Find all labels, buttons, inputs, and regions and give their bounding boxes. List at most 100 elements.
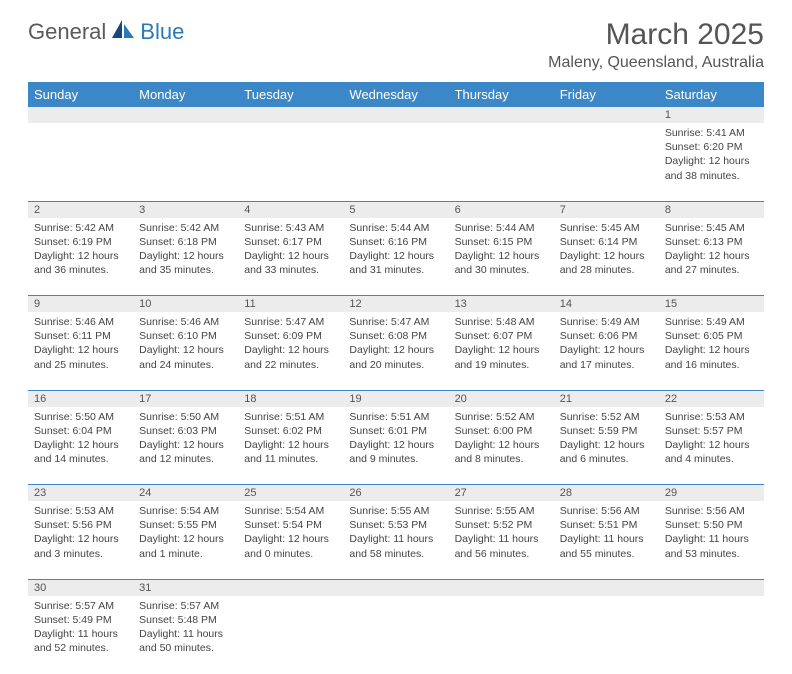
weekday-header: Sunday (28, 82, 133, 107)
day-details: Sunrise: 5:54 AMSunset: 5:55 PMDaylight:… (133, 501, 238, 565)
day-details: Sunrise: 5:47 AMSunset: 6:09 PMDaylight:… (238, 312, 343, 376)
logo-text-blue: Blue (140, 19, 184, 45)
day-number-row: 16171819202122 (28, 390, 764, 407)
day-number-cell: 24 (133, 485, 238, 502)
day-details: Sunrise: 5:55 AMSunset: 5:52 PMDaylight:… (449, 501, 554, 565)
day-detail-cell: Sunrise: 5:43 AMSunset: 6:17 PMDaylight:… (238, 218, 343, 296)
day-detail-cell: Sunrise: 5:41 AMSunset: 6:20 PMDaylight:… (659, 123, 764, 201)
day-detail-cell: Sunrise: 5:46 AMSunset: 6:10 PMDaylight:… (133, 312, 238, 390)
day-number-cell (659, 579, 764, 596)
day-details: Sunrise: 5:44 AMSunset: 6:15 PMDaylight:… (449, 218, 554, 282)
day-details: Sunrise: 5:49 AMSunset: 6:06 PMDaylight:… (554, 312, 659, 376)
day-details: Sunrise: 5:49 AMSunset: 6:05 PMDaylight:… (659, 312, 764, 376)
weekday-header: Wednesday (343, 82, 448, 107)
weekday-header: Tuesday (238, 82, 343, 107)
day-detail-cell (28, 123, 133, 201)
day-number-cell: 2 (28, 201, 133, 218)
day-detail-cell (554, 596, 659, 674)
day-details: Sunrise: 5:44 AMSunset: 6:16 PMDaylight:… (343, 218, 448, 282)
day-number-cell (238, 107, 343, 123)
weekday-header: Friday (554, 82, 659, 107)
day-details: Sunrise: 5:46 AMSunset: 6:10 PMDaylight:… (133, 312, 238, 376)
day-number-cell: 6 (449, 201, 554, 218)
day-detail-cell: Sunrise: 5:44 AMSunset: 6:16 PMDaylight:… (343, 218, 448, 296)
day-detail-cell (554, 123, 659, 201)
day-detail-cell (238, 596, 343, 674)
day-detail-cell: Sunrise: 5:42 AMSunset: 6:18 PMDaylight:… (133, 218, 238, 296)
day-details: Sunrise: 5:45 AMSunset: 6:13 PMDaylight:… (659, 218, 764, 282)
day-number-cell: 20 (449, 390, 554, 407)
day-number-cell (449, 579, 554, 596)
day-detail-cell: Sunrise: 5:49 AMSunset: 6:06 PMDaylight:… (554, 312, 659, 390)
day-number-cell: 10 (133, 296, 238, 313)
day-number-cell: 17 (133, 390, 238, 407)
title-block: March 2025 Maleny, Queensland, Australia (548, 18, 764, 78)
calendar-table: SundayMondayTuesdayWednesdayThursdayFrid… (28, 82, 764, 674)
day-detail-cell: Sunrise: 5:42 AMSunset: 6:19 PMDaylight:… (28, 218, 133, 296)
weekday-header-row: SundayMondayTuesdayWednesdayThursdayFrid… (28, 82, 764, 107)
day-number-cell: 13 (449, 296, 554, 313)
day-details: Sunrise: 5:47 AMSunset: 6:08 PMDaylight:… (343, 312, 448, 376)
day-details: Sunrise: 5:56 AMSunset: 5:50 PMDaylight:… (659, 501, 764, 565)
day-detail-cell: Sunrise: 5:57 AMSunset: 5:49 PMDaylight:… (28, 596, 133, 674)
logo-text-general: General (28, 19, 106, 45)
day-details: Sunrise: 5:57 AMSunset: 5:48 PMDaylight:… (133, 596, 238, 660)
day-number-cell: 21 (554, 390, 659, 407)
header: General Blue March 2025 Maleny, Queensla… (28, 18, 764, 78)
day-details: Sunrise: 5:51 AMSunset: 6:01 PMDaylight:… (343, 407, 448, 471)
day-detail-cell: Sunrise: 5:44 AMSunset: 6:15 PMDaylight:… (449, 218, 554, 296)
location: Maleny, Queensland, Australia (548, 54, 764, 72)
day-details: Sunrise: 5:42 AMSunset: 6:18 PMDaylight:… (133, 218, 238, 282)
day-detail-cell: Sunrise: 5:45 AMSunset: 6:14 PMDaylight:… (554, 218, 659, 296)
day-detail-cell: Sunrise: 5:54 AMSunset: 5:54 PMDaylight:… (238, 501, 343, 579)
day-details: Sunrise: 5:42 AMSunset: 6:19 PMDaylight:… (28, 218, 133, 282)
day-number-cell: 18 (238, 390, 343, 407)
day-number-cell: 1 (659, 107, 764, 123)
day-details: Sunrise: 5:50 AMSunset: 6:03 PMDaylight:… (133, 407, 238, 471)
day-number-row: 9101112131415 (28, 296, 764, 313)
day-detail-cell (449, 596, 554, 674)
day-detail-cell: Sunrise: 5:57 AMSunset: 5:48 PMDaylight:… (133, 596, 238, 674)
day-detail-cell: Sunrise: 5:47 AMSunset: 6:08 PMDaylight:… (343, 312, 448, 390)
day-number-cell: 4 (238, 201, 343, 218)
day-number-cell: 31 (133, 579, 238, 596)
day-details: Sunrise: 5:51 AMSunset: 6:02 PMDaylight:… (238, 407, 343, 471)
day-details: Sunrise: 5:41 AMSunset: 6:20 PMDaylight:… (659, 123, 764, 187)
day-detail-cell: Sunrise: 5:49 AMSunset: 6:05 PMDaylight:… (659, 312, 764, 390)
day-detail-cell: Sunrise: 5:50 AMSunset: 6:04 PMDaylight:… (28, 407, 133, 485)
day-number-cell: 23 (28, 485, 133, 502)
day-details: Sunrise: 5:57 AMSunset: 5:49 PMDaylight:… (28, 596, 133, 660)
day-detail-cell: Sunrise: 5:52 AMSunset: 6:00 PMDaylight:… (449, 407, 554, 485)
day-detail-cell: Sunrise: 5:53 AMSunset: 5:57 PMDaylight:… (659, 407, 764, 485)
page-title: March 2025 (548, 18, 764, 52)
day-number-cell: 27 (449, 485, 554, 502)
day-details: Sunrise: 5:54 AMSunset: 5:54 PMDaylight:… (238, 501, 343, 565)
day-details: Sunrise: 5:56 AMSunset: 5:51 PMDaylight:… (554, 501, 659, 565)
day-detail-row: Sunrise: 5:53 AMSunset: 5:56 PMDaylight:… (28, 501, 764, 579)
weekday-header: Thursday (449, 82, 554, 107)
day-details: Sunrise: 5:52 AMSunset: 6:00 PMDaylight:… (449, 407, 554, 471)
day-number-row: 1 (28, 107, 764, 123)
day-detail-cell: Sunrise: 5:46 AMSunset: 6:11 PMDaylight:… (28, 312, 133, 390)
day-number-row: 23242526272829 (28, 485, 764, 502)
day-detail-cell: Sunrise: 5:55 AMSunset: 5:53 PMDaylight:… (343, 501, 448, 579)
day-number-cell (554, 579, 659, 596)
day-detail-row: Sunrise: 5:42 AMSunset: 6:19 PMDaylight:… (28, 218, 764, 296)
day-number-row: 3031 (28, 579, 764, 596)
day-number-cell: 15 (659, 296, 764, 313)
day-number-cell: 7 (554, 201, 659, 218)
day-number-cell: 29 (659, 485, 764, 502)
sail-icon (110, 18, 136, 45)
day-detail-cell (343, 123, 448, 201)
day-detail-cell (449, 123, 554, 201)
day-number-cell: 30 (28, 579, 133, 596)
day-details: Sunrise: 5:50 AMSunset: 6:04 PMDaylight:… (28, 407, 133, 471)
day-detail-cell: Sunrise: 5:47 AMSunset: 6:09 PMDaylight:… (238, 312, 343, 390)
day-number-cell: 12 (343, 296, 448, 313)
day-detail-cell: Sunrise: 5:54 AMSunset: 5:55 PMDaylight:… (133, 501, 238, 579)
day-details: Sunrise: 5:53 AMSunset: 5:56 PMDaylight:… (28, 501, 133, 565)
day-detail-cell: Sunrise: 5:51 AMSunset: 6:01 PMDaylight:… (343, 407, 448, 485)
day-number-cell: 5 (343, 201, 448, 218)
day-number-cell: 19 (343, 390, 448, 407)
day-number-cell: 25 (238, 485, 343, 502)
